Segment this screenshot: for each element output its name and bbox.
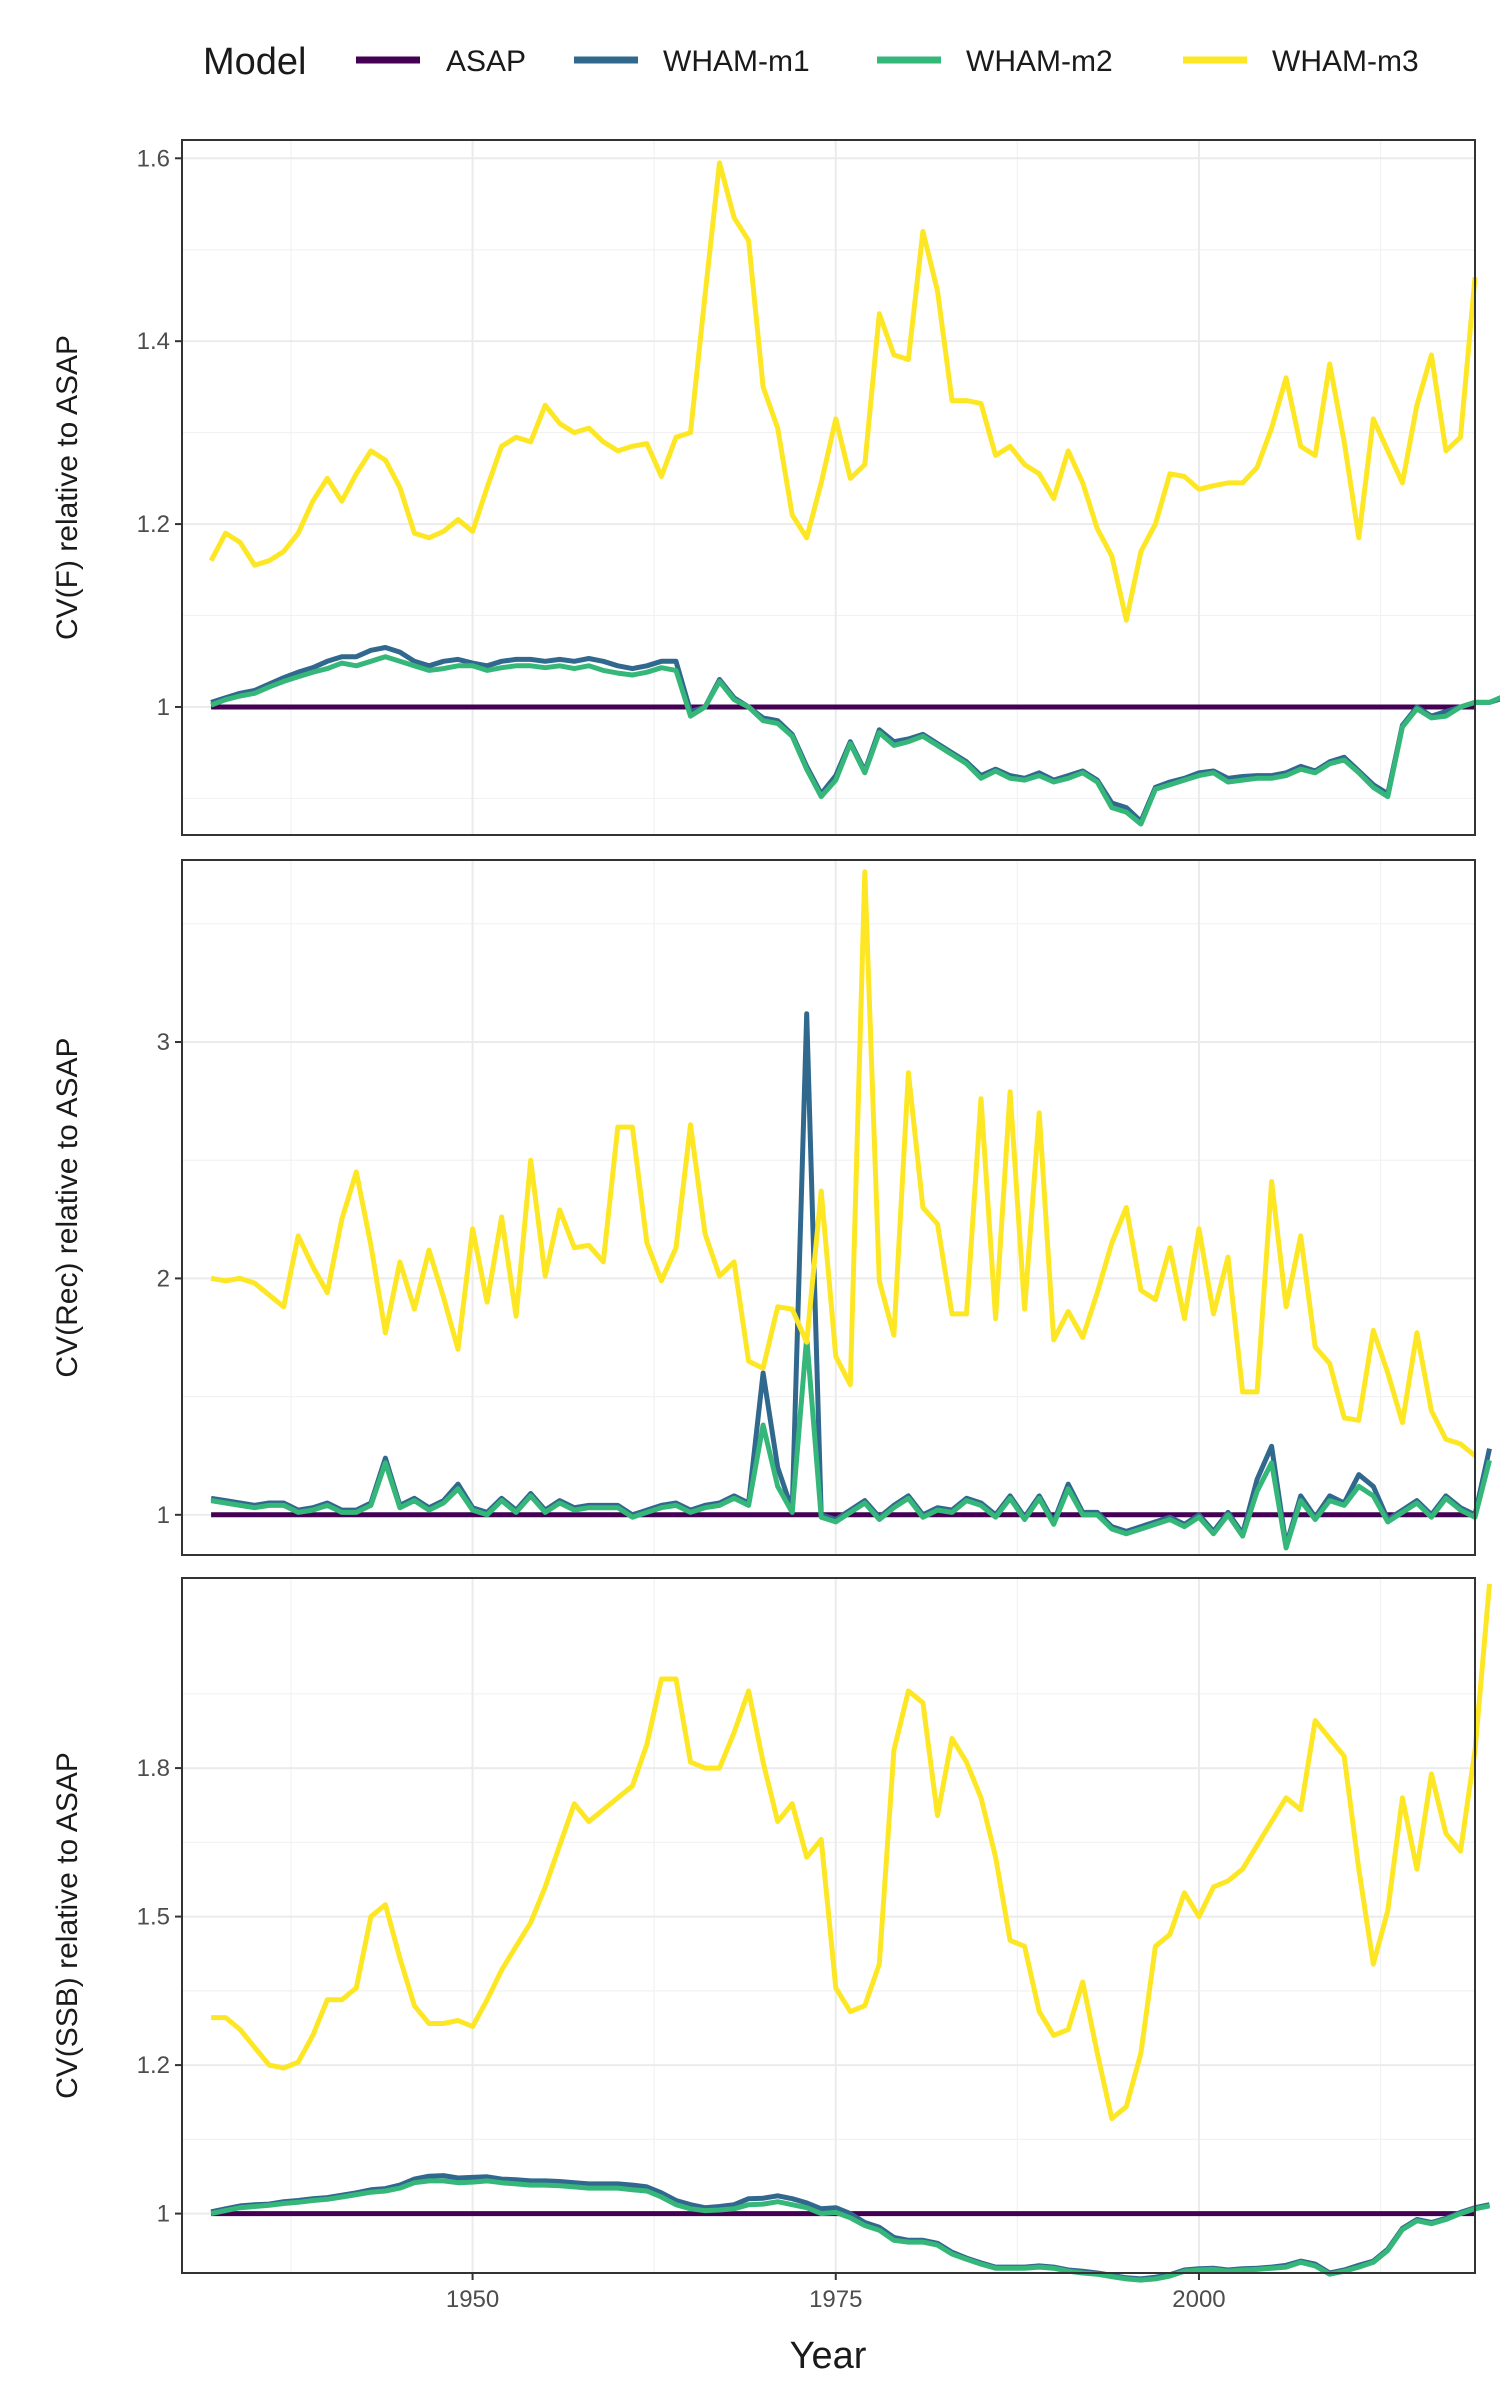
panel-cv-rec-ytick-label: 1 (157, 1502, 170, 1529)
x-axis: 1950 1975 2000 (446, 2273, 1226, 2313)
panel-cv-rec-gridlines (182, 860, 1475, 1555)
panel-cv-f-border (181, 139, 1476, 836)
legend-label-wham-m3: WHAM-m3 (1272, 45, 1419, 78)
panel-cv-rec-series (210, 869, 1492, 1551)
panel-cv-rec-series-wham-m2 (210, 1335, 1492, 1551)
panel-cv-rec: 1 2 3 CV(Rec) relative to ASAP (51, 859, 1492, 1556)
panel-cv-rec-border (181, 859, 1476, 1556)
panel-cv-ssb-ytick-label: 1.2 (137, 2052, 170, 2079)
panel-cv-f-y-axis: 1 1.2 1.4 1.6 (137, 145, 182, 721)
legend-entry-wham-m2: WHAM-m2 (877, 45, 1113, 78)
panel-cv-rec-series-wham-m3 (210, 869, 1477, 1458)
panel-cv-rec-background (182, 860, 1475, 1555)
panel-cv-ssb: 1 1.2 1.5 1.8 CV(SSB) relative to ASAP (51, 1577, 1492, 2283)
legend: Model ASAP WHAM-m1 WHAM-m2 WHAM-m3 (203, 41, 1419, 83)
panel-cv-f-ytick-label: 1.6 (137, 145, 170, 172)
x-axis-title: Year (790, 2335, 867, 2377)
panel-cv-f-series-wham-m3 (208, 160, 1478, 623)
panel-cv-rec-ytick-label: 2 (157, 1265, 170, 1292)
legend-entry-wham-m1: WHAM-m1 (574, 45, 810, 78)
panel-cv-ssb-ytick-label: 1.5 (137, 1904, 170, 1931)
panel-cv-ssb-ytick-label: 1.8 (137, 1755, 170, 1782)
legend-label-wham-m2: WHAM-m2 (966, 45, 1113, 78)
panel-cv-f-series (208, 160, 1500, 827)
panel-cv-f-gridlines (182, 140, 1475, 835)
panel-cv-ssb-border (181, 1577, 1476, 2274)
panel-cv-ssb-series-wham-m3 (211, 1583, 1492, 2122)
panel-cv-f-ytick-label: 1 (157, 694, 170, 721)
panel-cv-ssb-series (210, 1583, 1492, 2283)
legend-entry-asap: ASAP (356, 45, 526, 78)
panel-cv-ssb-series-wham-m2 (210, 2178, 1490, 2283)
x-tick-label: 1975 (809, 2286, 862, 2313)
panel-cv-ssb-ytick-label: 1 (157, 2201, 170, 2228)
legend-label-asap: ASAP (446, 45, 526, 78)
panel-cv-rec-ytick-label: 3 (157, 1029, 170, 1056)
legend-label-wham-m1: WHAM-m1 (663, 45, 810, 78)
panel-cv-rec-ylabel: CV(Rec) relative to ASAP (51, 1037, 84, 1377)
panel-cv-f-series-wham-m2 (210, 654, 1500, 827)
panel-cv-f-ytick-label: 1.2 (137, 511, 170, 538)
legend-title: Model (203, 41, 307, 83)
x-tick-label: 1950 (446, 2286, 499, 2313)
panel-cv-rec-y-axis: 1 2 3 (157, 1029, 182, 1529)
panel-cv-f-ytick-label: 1.4 (137, 328, 170, 355)
panel-cv-f-ylabel: CV(F) relative to ASAP (51, 335, 84, 640)
panel-cv-ssb-y-axis: 1 1.2 1.5 1.8 (137, 1755, 182, 2228)
panel-cv-ssb-ylabel: CV(SSB) relative to ASAP (51, 1752, 84, 2099)
panel-cv-f-background (182, 140, 1475, 835)
panel-cv-f: 1 1.2 1.4 1.6 CV(F) relative to ASAP (51, 139, 1500, 836)
x-tick-label: 2000 (1172, 2286, 1225, 2313)
legend-entry-wham-m3: WHAM-m3 (1183, 45, 1419, 78)
